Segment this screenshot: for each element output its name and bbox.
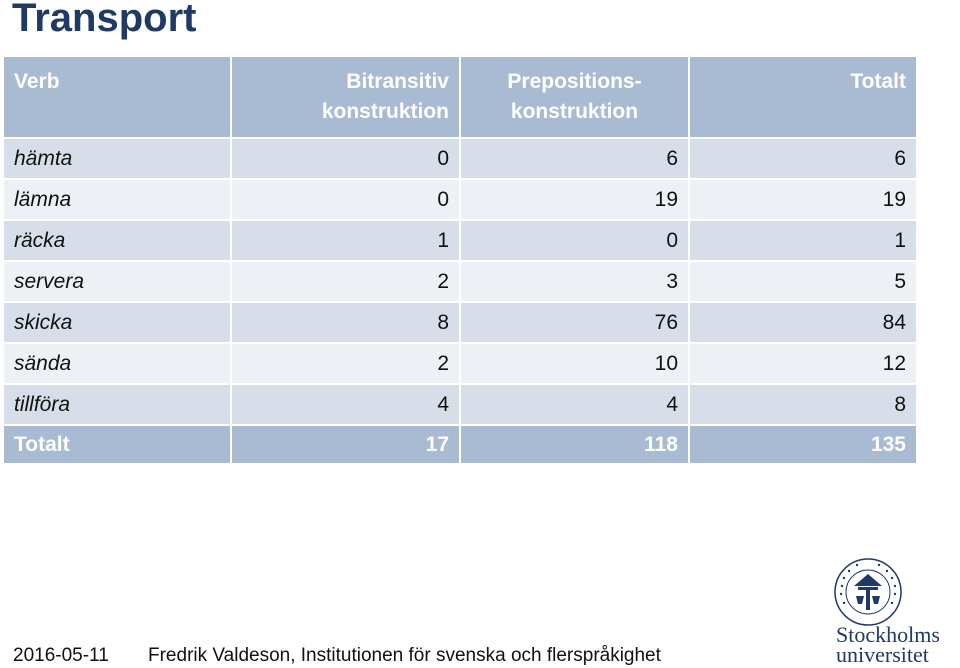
footer-author: Fredrik Valdeson, Institutionen för sven… xyxy=(148,645,661,666)
verb-construction-table: Verb Bitransitiv konstruktion Prepositio… xyxy=(2,55,918,465)
header-bitransitive-line1: Bitransitiv xyxy=(346,70,449,93)
logo-text-line1: Stockholms xyxy=(836,622,940,647)
table-header-row: Verb Bitransitiv konstruktion Prepositio… xyxy=(2,55,918,139)
cell-prepositional: 3 xyxy=(459,260,690,303)
cell-bitransitive: 4 xyxy=(230,383,461,426)
table-total-row: Totalt 17 118 135 xyxy=(2,424,918,465)
table-row: servera 2 3 5 xyxy=(2,260,918,303)
cell-prepositional: 4 xyxy=(459,383,690,426)
cell-verb: tillföra xyxy=(2,383,232,426)
cell-verb: lämna xyxy=(2,178,232,221)
cell-verb: sända xyxy=(2,342,232,385)
cell-bitransitive: 8 xyxy=(230,301,461,344)
cell-bitransitive: 1 xyxy=(230,219,461,262)
cell-verb: räcka xyxy=(2,219,232,262)
slide-title: Transport xyxy=(12,0,197,40)
header-prepositional: Prepositions- konstruktion xyxy=(459,55,690,139)
table-row: sända 2 10 12 xyxy=(2,342,918,385)
total-label: Totalt xyxy=(2,424,232,465)
table-row: hämta 0 6 6 xyxy=(2,137,918,180)
cell-total: 8 xyxy=(688,383,918,426)
header-total: Totalt xyxy=(688,55,918,139)
cell-verb: hämta xyxy=(2,137,232,180)
cell-prepositional: 10 xyxy=(459,342,690,385)
table-row: skicka 8 76 84 xyxy=(2,301,918,344)
header-verb: Verb xyxy=(2,55,232,139)
cell-total: 1 xyxy=(688,219,918,262)
cell-total: 84 xyxy=(688,301,918,344)
cell-prepositional: 76 xyxy=(459,301,690,344)
header-bitransitive-line2: konstruktion xyxy=(321,100,449,123)
cell-prepositional: 6 xyxy=(459,137,690,180)
university-logo: Stockholms universitet xyxy=(832,556,960,668)
total-bitransitive: 17 xyxy=(230,424,461,465)
total-total: 135 xyxy=(688,424,918,465)
cell-bitransitive: 0 xyxy=(230,137,461,180)
cell-prepositional: 0 xyxy=(459,219,690,262)
cell-bitransitive: 0 xyxy=(230,178,461,221)
cell-total: 12 xyxy=(688,342,918,385)
cell-total: 6 xyxy=(688,137,918,180)
table-row: tillföra 4 4 8 xyxy=(2,383,918,426)
cell-total: 5 xyxy=(688,260,918,303)
cell-prepositional: 19 xyxy=(459,178,690,221)
total-prepositional: 118 xyxy=(459,424,690,465)
table-row: räcka 1 0 1 xyxy=(2,219,918,262)
header-prepositional-line1: Prepositions- xyxy=(507,70,642,93)
header-bitransitive: Bitransitiv konstruktion xyxy=(230,55,461,139)
cell-bitransitive: 2 xyxy=(230,260,461,303)
university-seal-icon xyxy=(834,558,902,626)
footer-date: 2016-05-11 xyxy=(13,645,109,666)
logo-text-line2: universitet xyxy=(836,642,929,667)
cell-verb: servera xyxy=(2,260,232,303)
header-prepositional-line2: konstruktion xyxy=(510,100,639,123)
cell-verb: skicka xyxy=(2,301,232,344)
table-row: lämna 0 19 19 xyxy=(2,178,918,221)
cell-bitransitive: 2 xyxy=(230,342,461,385)
cell-total: 19 xyxy=(688,178,918,221)
